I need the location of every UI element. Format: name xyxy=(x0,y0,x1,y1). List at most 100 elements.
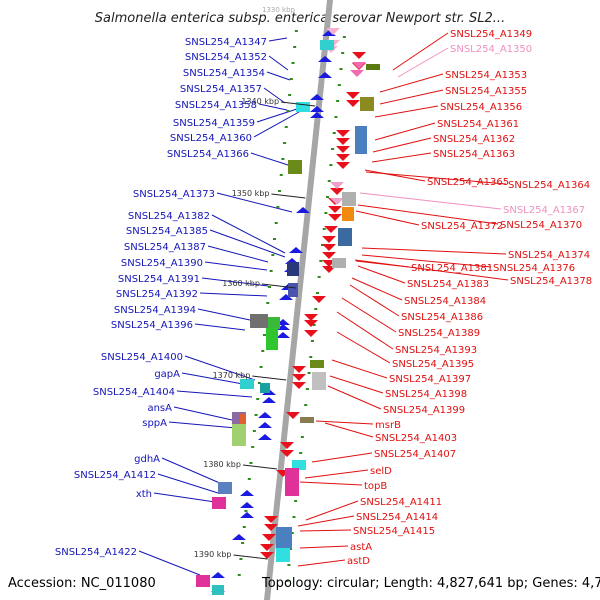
gene-block[interactable] xyxy=(240,414,246,424)
gene-block[interactable] xyxy=(276,527,292,549)
reverse-gene-arrow[interactable] xyxy=(324,226,338,233)
reverse-gene-arrow[interactable] xyxy=(346,92,360,99)
right-gene-label[interactable]: SNSL254_A1365 xyxy=(427,177,509,188)
reverse-gene-arrow[interactable] xyxy=(322,244,336,251)
gene-block[interactable] xyxy=(240,379,254,389)
reverse-gene-arrow[interactable] xyxy=(304,320,318,327)
gene-block[interactable] xyxy=(288,283,298,297)
gene-block[interactable] xyxy=(212,497,226,509)
left-gene-label[interactable]: SNSL254_A1396 xyxy=(111,320,193,331)
right-gene-label[interactable]: SNSL254_A1350 xyxy=(450,44,532,55)
right-gene-label[interactable]: selD xyxy=(370,466,392,477)
gene-block[interactable] xyxy=(212,585,224,595)
gene-block[interactable] xyxy=(332,258,346,268)
right-gene-label[interactable]: astD xyxy=(347,556,370,567)
left-gene-label[interactable]: xth xyxy=(136,489,152,500)
left-gene-label[interactable]: gapA xyxy=(154,369,180,380)
right-gene-label[interactable]: SNSL254_A1361 xyxy=(437,119,519,130)
reverse-gene-arrow[interactable] xyxy=(352,62,366,69)
forward-gene-arrow[interactable] xyxy=(289,247,303,253)
right-gene-label[interactable]: astA xyxy=(350,542,372,553)
reverse-gene-arrow[interactable] xyxy=(292,366,306,373)
forward-gene-arrow[interactable] xyxy=(276,332,290,338)
forward-gene-arrow[interactable] xyxy=(258,422,272,428)
right-gene-label[interactable]: SNSL254_A1398 xyxy=(385,389,467,400)
reverse-gene-arrow[interactable] xyxy=(292,374,306,381)
gene-block[interactable] xyxy=(266,328,278,350)
right-gene-label[interactable]: SNSL254_A1411 xyxy=(360,497,442,508)
right-gene-label[interactable]: SNSL254_A1386 xyxy=(401,312,483,323)
right-gene-label[interactable]: SNSL254_A1384 xyxy=(404,296,486,307)
left-gene-label[interactable]: SNSL254_A1390 xyxy=(121,258,203,269)
reverse-gene-arrow[interactable] xyxy=(336,138,350,145)
forward-gene-arrow[interactable] xyxy=(232,534,246,540)
right-gene-label[interactable]: SNSL254_A1399 xyxy=(383,405,465,416)
gene-block[interactable] xyxy=(338,228,352,246)
reverse-gene-arrow[interactable] xyxy=(260,544,274,551)
right-gene-label[interactable]: SNSL254_A1370 xyxy=(500,220,582,231)
left-gene-label[interactable]: sppA xyxy=(142,418,167,429)
right-gene-label[interactable]: SNSL254_A1378 xyxy=(510,276,592,287)
right-gene-label[interactable]: SNSL254_A1374 xyxy=(508,250,590,261)
right-gene-label[interactable]: SNSL254_A1397 xyxy=(389,374,471,385)
gene-block[interactable] xyxy=(288,160,302,174)
reverse-gene-arrow[interactable] xyxy=(346,100,360,107)
gene-block[interactable] xyxy=(342,192,356,206)
left-gene-label[interactable]: SNSL254_A1347 xyxy=(185,37,267,48)
left-gene-label[interactable]: SNSL254_A1366 xyxy=(167,149,249,160)
left-gene-label[interactable]: gdhA xyxy=(134,454,160,465)
gene-block[interactable] xyxy=(260,383,270,393)
reverse-gene-arrow[interactable] xyxy=(280,442,294,449)
left-gene-label[interactable]: SNSL254_A1382 xyxy=(128,211,210,222)
right-gene-label[interactable]: SNSL254_A1356 xyxy=(440,102,522,113)
left-gene-label[interactable]: SNSL254_A1352 xyxy=(185,52,267,63)
reverse-gene-arrow[interactable] xyxy=(322,252,336,259)
gene-block[interactable] xyxy=(310,360,324,368)
right-gene-label[interactable]: SNSL254_A1376 xyxy=(493,263,575,274)
gene-block[interactable] xyxy=(360,97,374,111)
left-gene-label[interactable]: SNSL254_A1373 xyxy=(133,189,215,200)
reverse-gene-arrow[interactable] xyxy=(264,524,278,531)
gene-block[interactable] xyxy=(218,482,232,494)
right-gene-label[interactable]: SNSL254_A1362 xyxy=(433,134,515,145)
gene-block[interactable] xyxy=(266,317,280,329)
right-gene-label[interactable]: SNSL254_A1349 xyxy=(450,29,532,40)
forward-gene-arrow[interactable] xyxy=(296,207,310,213)
left-gene-label[interactable]: SNSL254_A1385 xyxy=(126,226,208,237)
forward-gene-arrow[interactable] xyxy=(318,72,332,78)
right-gene-label[interactable]: SNSL254_A1407 xyxy=(374,449,456,460)
left-gene-label[interactable]: SNSL254_A1404 xyxy=(93,387,175,398)
forward-gene-arrow[interactable] xyxy=(240,502,254,508)
reverse-gene-arrow[interactable] xyxy=(326,28,340,35)
reverse-gene-arrow[interactable] xyxy=(328,206,342,213)
gene-block[interactable] xyxy=(300,417,314,423)
right-gene-label[interactable]: SNSL254_A1372 xyxy=(421,221,503,232)
left-gene-label[interactable]: SNSL254_A1360 xyxy=(170,133,252,144)
reverse-gene-arrow[interactable] xyxy=(352,52,366,59)
left-gene-label[interactable]: SNSL254_A1412 xyxy=(74,470,156,481)
reverse-gene-arrow[interactable] xyxy=(336,162,350,169)
right-gene-label[interactable]: SNSL254_A1355 xyxy=(445,86,527,97)
forward-gene-arrow[interactable] xyxy=(258,434,272,440)
forward-gene-arrow[interactable] xyxy=(262,397,276,403)
reverse-gene-arrow[interactable] xyxy=(328,214,342,221)
gene-block[interactable] xyxy=(196,575,210,587)
right-gene-label[interactable]: topB xyxy=(364,481,387,492)
forward-gene-arrow[interactable] xyxy=(310,106,324,112)
forward-gene-arrow[interactable] xyxy=(240,512,254,518)
gene-block[interactable] xyxy=(276,548,290,562)
gene-block[interactable] xyxy=(285,468,299,496)
right-gene-label[interactable]: SNSL254_A1403 xyxy=(375,433,457,444)
right-gene-label[interactable]: SNSL254_A1395 xyxy=(392,359,474,370)
forward-gene-arrow[interactable] xyxy=(258,412,272,418)
left-gene-label[interactable]: SNSL254_A1354 xyxy=(183,68,265,79)
gene-block[interactable] xyxy=(287,262,299,276)
reverse-gene-arrow[interactable] xyxy=(330,182,344,189)
reverse-gene-arrow[interactable] xyxy=(336,146,350,153)
left-gene-label[interactable]: ansA xyxy=(147,403,172,414)
gene-block[interactable] xyxy=(366,64,380,70)
gene-block[interactable] xyxy=(292,460,306,470)
left-gene-label[interactable]: SNSL254_A1392 xyxy=(116,289,198,300)
right-gene-label[interactable]: msrB xyxy=(375,420,401,431)
right-gene-label[interactable]: SNSL254_A1353 xyxy=(445,70,527,81)
